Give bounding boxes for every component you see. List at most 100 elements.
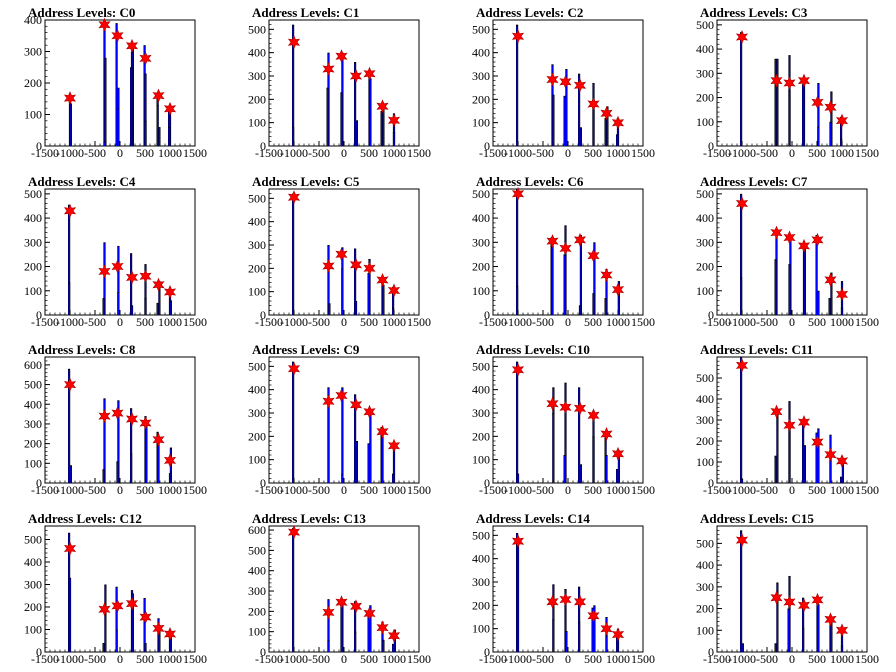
peak-marker — [770, 225, 783, 240]
histogram-bar — [776, 59, 778, 147]
histogram-bar — [341, 388, 343, 483]
peak-marker — [335, 595, 348, 610]
x-tick-label: -500 — [308, 483, 330, 497]
histogram-bar — [816, 433, 818, 483]
y-tick-label: 0 — [484, 645, 490, 659]
peak-marker — [322, 62, 335, 76]
peak-marker — [63, 377, 77, 392]
histogram-bar — [392, 474, 394, 483]
histogram-bar — [830, 622, 832, 652]
peak-marker — [824, 272, 837, 287]
y-tick-label: 300 — [472, 575, 490, 589]
histogram-bar — [817, 291, 819, 315]
plot-frame — [492, 356, 644, 484]
peak-marker — [600, 106, 613, 121]
histogram-bar — [829, 299, 831, 315]
peak-marker — [63, 91, 77, 106]
y-tick-label: 400 — [472, 383, 490, 397]
histogram-bar — [158, 282, 160, 315]
histogram-bar — [158, 626, 160, 652]
histogram-bar — [103, 142, 106, 146]
histogram-bar — [841, 629, 843, 652]
peak-marker — [125, 596, 139, 611]
histogram-bar — [354, 63, 356, 146]
peak-marker — [322, 605, 335, 620]
peak-marker — [511, 534, 525, 549]
histogram-bar — [104, 58, 106, 146]
histogram-bar — [392, 644, 394, 652]
histogram-bar — [517, 474, 519, 483]
histogram-bar — [817, 84, 819, 146]
peak-marker — [511, 29, 525, 44]
x-tick-label: -500 — [84, 652, 106, 666]
histogram-bar — [788, 609, 790, 652]
x-tick-label: 1500 — [631, 483, 655, 497]
histogram-bar — [68, 283, 70, 315]
x-tick-label: 1000 — [606, 146, 630, 160]
panel-c15: Address Levels: C15 0 100 200 300 400 500 -1500… — [696, 511, 879, 666]
panel-c9: Address Levels: C90100200300400500-1500-… — [248, 342, 431, 497]
histogram-bar — [516, 362, 518, 483]
peak-marker — [835, 454, 849, 468]
x-tick-label: -500 — [84, 315, 106, 329]
x-tick-label: 500 — [136, 146, 154, 160]
histogram-bar — [775, 644, 777, 652]
peak-marker — [335, 388, 348, 403]
histogram-bar — [144, 644, 147, 652]
x-tick-label: 500 — [360, 315, 378, 329]
peak-marker — [111, 598, 124, 613]
peak-marker — [349, 257, 363, 272]
peak-marker — [349, 599, 363, 614]
x-tick-label: -1500 — [703, 652, 731, 666]
histogram-bar — [117, 246, 119, 315]
peak-marker — [511, 186, 525, 201]
histogram-bar — [393, 114, 395, 146]
histogram-bar — [593, 606, 595, 652]
x-tick-label: 1000 — [606, 483, 630, 497]
peak-marker — [573, 78, 587, 93]
x-tick-label: 500 — [808, 483, 826, 497]
peak-marker — [783, 230, 796, 245]
histogram-bar — [775, 456, 777, 483]
histogram-bar — [592, 294, 595, 315]
histogram-bar — [580, 128, 582, 146]
y-tick-label: 0 — [484, 139, 490, 153]
y-tick-label: 0 — [260, 645, 266, 659]
histogram-bar — [516, 286, 518, 315]
x-tick-label: 1000 — [606, 315, 630, 329]
y-tick-label: 0 — [708, 645, 714, 659]
histogram-bar — [144, 265, 147, 315]
peak-marker — [125, 270, 139, 285]
y-tick-label: 400 — [248, 215, 266, 229]
x-tick-label: 0 — [565, 146, 571, 160]
peak-marker — [824, 100, 837, 115]
y-tick-label: 200 — [24, 437, 42, 451]
y-tick-label: 0 — [36, 476, 42, 490]
panel-title: Address Levels: C3 — [700, 5, 808, 20]
x-tick-label: 0 — [565, 315, 571, 329]
histogram-bar — [340, 604, 343, 652]
y-tick-label: 300 — [696, 413, 714, 427]
y-tick-label: 300 — [248, 69, 266, 83]
y-tick-label: 500 — [696, 371, 714, 385]
peak-marker — [376, 273, 389, 287]
peak-marker — [735, 196, 749, 211]
x-tick-label: 1000 — [830, 315, 854, 329]
y-tick-label: 400 — [24, 555, 42, 569]
peak-marker — [322, 394, 335, 409]
x-tick-label: 0 — [789, 146, 795, 160]
peak-marker — [611, 627, 625, 642]
peak-marker — [152, 621, 165, 636]
peak-marker — [287, 35, 301, 50]
x-tick-label: -500 — [532, 652, 554, 666]
x-tick-label: -1000 — [56, 483, 84, 497]
x-tick-label: -1000 — [504, 652, 532, 666]
histogram-bar — [804, 446, 806, 483]
histogram-bar — [605, 636, 608, 652]
y-tick-label: 500 — [472, 22, 490, 36]
peak-marker — [770, 590, 783, 605]
peak-marker — [349, 397, 363, 412]
histogram-bar — [68, 369, 70, 483]
y-tick-label: 0 — [708, 308, 714, 322]
peak-marker — [63, 203, 77, 218]
